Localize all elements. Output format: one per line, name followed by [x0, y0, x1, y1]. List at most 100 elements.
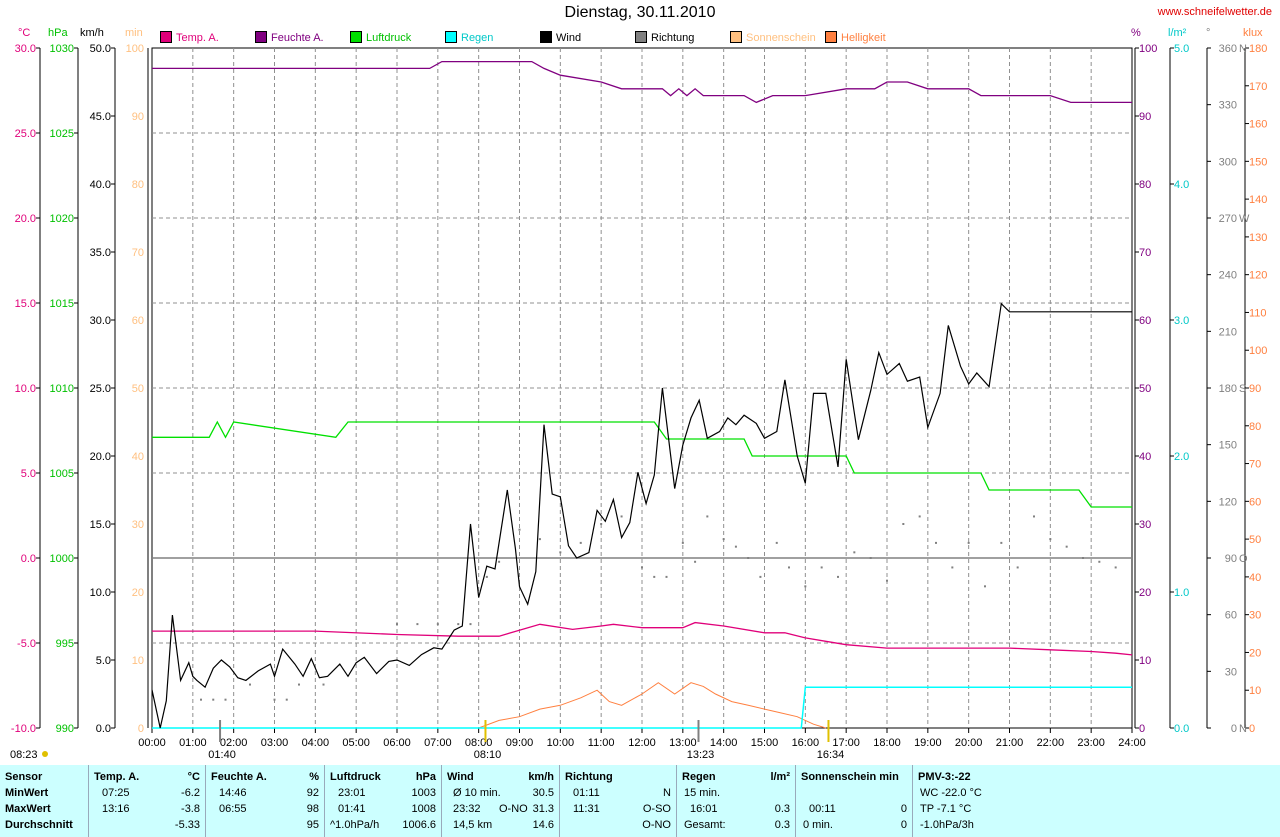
stats-wind-min-label: Ø 10 min. — [453, 787, 501, 799]
direction-point — [694, 560, 697, 563]
direction-tick-label: 120 — [1219, 496, 1237, 508]
stats-temp-max: -3.8 — [181, 803, 200, 815]
direction-point — [984, 585, 986, 588]
direction-point — [967, 541, 970, 544]
legend-item: Richtung — [635, 31, 694, 44]
wind-tick-label: 25.0 — [90, 383, 111, 395]
direction-point — [1098, 560, 1101, 563]
stats-hum-max-time: 06:55 — [219, 803, 247, 815]
rain-tick-label: 2.0 — [1174, 451, 1189, 463]
legend-label: Feuchte A. — [271, 32, 324, 44]
website-link[interactable]: www.schneifelwetter.de — [1157, 6, 1272, 18]
stats-sun-header: Sonnenschein min — [801, 771, 899, 783]
sun-tick-label: 20 — [132, 587, 144, 599]
light-tick-label: 150 — [1249, 156, 1267, 168]
direction-tick-label: 60 — [1225, 610, 1237, 622]
x-tick-label: 03:00 — [261, 737, 289, 749]
stats-dir-header: Richtung — [565, 771, 613, 783]
stats-row-min: MinWert — [5, 787, 49, 799]
legend-item: Feuchte A. — [255, 31, 324, 44]
unit-humidity: % — [1131, 27, 1141, 39]
stats-temp-header: Temp. A. — [94, 771, 140, 783]
direction-point — [1082, 557, 1084, 559]
stats-sun-total: 0 — [900, 819, 907, 831]
stats-rain-time: 16:01 — [690, 803, 718, 815]
stats-dir-min: N — [663, 787, 671, 799]
rain-tick-label: 4.0 — [1174, 179, 1189, 191]
humidity-tick-label: 40 — [1139, 451, 1151, 463]
sun-tick-label: 30 — [132, 519, 144, 531]
sun-tick-label: 90 — [132, 111, 144, 123]
direction-point — [416, 623, 419, 626]
chart-title: Dienstag, 30.11.2010 — [564, 4, 716, 21]
humidity-line — [152, 60, 1132, 104]
stats-rain-15min: 15 min. — [684, 787, 721, 799]
sun-tick-label: 80 — [132, 179, 144, 191]
sun-tick-label: 100 — [126, 43, 144, 55]
x-tick-label: 08:00 — [465, 737, 493, 749]
sun-tick-label: 70 — [132, 247, 144, 259]
direction-point — [759, 575, 762, 578]
legend-label: Regen — [461, 32, 494, 44]
sun-tick-label: 60 — [132, 315, 144, 327]
stats-pmv-wc: WC -22.0 °C — [920, 787, 982, 799]
x-tick-label: 21:00 — [996, 737, 1024, 749]
direction-point — [498, 560, 501, 563]
unit-temp: °C — [18, 27, 31, 39]
pressure-tick-label: 1010 — [50, 383, 74, 395]
direction-point — [775, 541, 778, 544]
x-tick-label: 17:00 — [832, 737, 860, 749]
stats-wind-header: Wind — [447, 771, 474, 783]
direction-point — [886, 579, 888, 582]
stats-sun-total-label: 0 min. — [803, 819, 833, 831]
stats-hum-header: Feuchte A. — [211, 771, 267, 783]
stats-press-unit: hPa — [415, 771, 436, 783]
temp-tick-label: 0.0 — [21, 553, 36, 565]
temp-tick-label: 10.0 — [15, 383, 36, 395]
stats-rain: Regen l/m² 15 min. 16:01 0.3 Gesamt: 0.3 — [677, 765, 796, 837]
stats-hum-avg: 95 — [306, 819, 319, 831]
stats-header-sensor: Sensor — [5, 771, 43, 783]
direction-tick-label: 90 — [1225, 553, 1237, 565]
stats-pmv-tp: TP -7.1 °C — [920, 803, 972, 815]
legend-label: Temp. A. — [176, 32, 219, 44]
direction-point — [681, 541, 684, 544]
sun-tick-label: 0 — [138, 723, 144, 735]
rain-tick-label: 1.0 — [1174, 587, 1189, 599]
series — [151, 60, 1133, 729]
humidity-tick-label: 90 — [1139, 111, 1151, 123]
stats-press-max: 1008 — [411, 803, 436, 815]
stats-press-min-time: 23:01 — [338, 787, 366, 799]
direction-tick-label: 30 — [1225, 666, 1237, 678]
direction-point — [837, 575, 839, 578]
light-tick-label: 20 — [1249, 647, 1261, 659]
direction-point — [641, 566, 643, 569]
direction-point — [1114, 566, 1117, 569]
light-tick-label: 10 — [1249, 685, 1261, 697]
direction-point — [579, 541, 582, 544]
grid — [151, 47, 1133, 729]
stats-sun-time: 00:11 — [809, 803, 836, 815]
stats-pressure: Luftdruck hPa 23:01 1003 01:41 1008 ^1.0hPa… — [325, 765, 442, 837]
pressure-tick-label: 1025 — [50, 128, 74, 140]
temp-tick-label: 5.0 — [21, 468, 36, 480]
stats-wind: Wind km/h Ø 10 min. 30.5 23:32 O-NO 31.3 14,… — [442, 765, 560, 837]
x-tick-label: 22:00 — [1037, 737, 1065, 749]
unit-sun: min — [125, 27, 143, 39]
wind-tick-label: 50.0 — [90, 43, 111, 55]
direction-point — [249, 683, 251, 686]
light-tick-label: 80 — [1249, 421, 1261, 433]
weather-chart: 00:00 01:00 02:00 03:00 04:00 05:00 06:00 07:00… — [10, 43, 1267, 761]
direction-point — [853, 551, 856, 554]
wind-tick-label: 30.0 — [90, 315, 111, 327]
direction-point — [788, 566, 790, 569]
stats-sun: Sonnenschein min 00:11 0 0 min. 0 — [796, 765, 913, 837]
rain-tick-label: 3.0 — [1174, 315, 1189, 327]
direction-point — [734, 545, 737, 548]
rain-tick-label: 5.0 — [1174, 43, 1189, 55]
stats-rain-total-label: Gesamt: — [684, 819, 726, 831]
legend-swatch — [825, 31, 837, 43]
x-tick-label: 24:00 — [1118, 737, 1146, 749]
pressure-tick-label: 1030 — [50, 43, 74, 55]
direction-point — [1049, 538, 1052, 541]
